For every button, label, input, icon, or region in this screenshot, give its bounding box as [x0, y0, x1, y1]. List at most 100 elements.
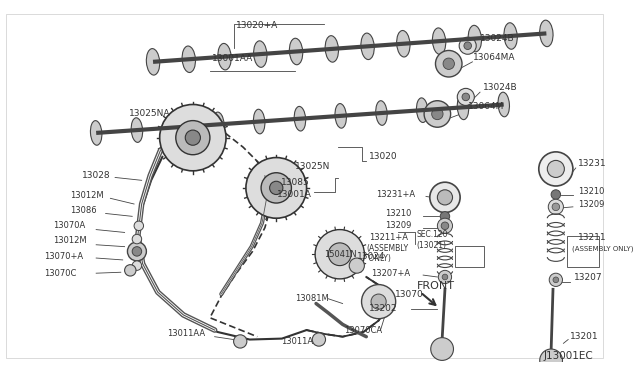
Text: 13020+A: 13020+A [236, 21, 278, 30]
Ellipse shape [504, 23, 517, 49]
Text: (ASSEMBLY: (ASSEMBLY [366, 244, 408, 253]
Ellipse shape [90, 121, 102, 145]
Circle shape [442, 274, 448, 280]
Circle shape [440, 212, 450, 221]
Circle shape [431, 338, 454, 360]
Text: J13001EC: J13001EC [543, 351, 593, 360]
Circle shape [464, 42, 472, 49]
Circle shape [549, 273, 563, 286]
Text: 13081M: 13081M [295, 294, 329, 303]
Circle shape [441, 222, 449, 230]
Circle shape [127, 242, 147, 261]
Circle shape [261, 173, 291, 203]
Text: 13024B: 13024B [480, 33, 515, 43]
Ellipse shape [457, 95, 468, 120]
Ellipse shape [289, 38, 303, 65]
Text: 13211: 13211 [578, 232, 606, 242]
Circle shape [462, 93, 470, 101]
Circle shape [437, 190, 452, 205]
Text: 13231: 13231 [578, 159, 606, 168]
Ellipse shape [417, 98, 428, 122]
Text: 13011AA: 13011AA [167, 329, 205, 339]
Ellipse shape [361, 33, 374, 60]
Text: 13070CA: 13070CA [344, 326, 383, 334]
Text: 13070: 13070 [395, 289, 424, 299]
Text: 13086: 13086 [70, 206, 96, 215]
Circle shape [132, 261, 141, 270]
Circle shape [457, 89, 474, 105]
Circle shape [424, 101, 451, 127]
Circle shape [459, 37, 476, 54]
Circle shape [437, 218, 452, 233]
Ellipse shape [212, 112, 224, 137]
Text: 13070C: 13070C [44, 269, 76, 278]
Ellipse shape [468, 25, 481, 52]
Text: 13064MA: 13064MA [474, 52, 516, 62]
Circle shape [371, 294, 386, 309]
Circle shape [430, 182, 460, 212]
Circle shape [539, 152, 573, 186]
Text: 13024: 13024 [357, 251, 385, 261]
Circle shape [234, 335, 247, 348]
Text: 13011A: 13011A [281, 337, 313, 346]
Circle shape [443, 58, 454, 70]
Text: 13001AA: 13001AA [212, 54, 253, 63]
Text: 13012M: 13012M [70, 191, 103, 200]
Text: 13211+A: 13211+A [369, 232, 408, 242]
Text: 13028: 13028 [82, 171, 111, 180]
Circle shape [269, 181, 283, 195]
Text: 15041N: 15041N [324, 250, 356, 259]
Ellipse shape [131, 118, 143, 142]
Text: 13209: 13209 [578, 199, 604, 209]
Text: 13202: 13202 [369, 304, 397, 313]
Circle shape [328, 243, 351, 266]
Text: 13064M: 13064M [468, 102, 504, 111]
Text: 13209: 13209 [385, 221, 412, 230]
Text: ONLY): ONLY) [366, 254, 391, 263]
Circle shape [134, 221, 143, 231]
Circle shape [438, 270, 452, 283]
Ellipse shape [376, 101, 387, 125]
Ellipse shape [335, 103, 346, 128]
Circle shape [553, 277, 559, 283]
Ellipse shape [172, 115, 184, 140]
Circle shape [551, 190, 561, 199]
Circle shape [362, 285, 396, 319]
Text: 13210: 13210 [578, 187, 604, 196]
Text: (13021): (13021) [417, 241, 447, 250]
Circle shape [159, 105, 226, 171]
Circle shape [125, 264, 136, 276]
Text: (ASSEMBLY ONLY): (ASSEMBLY ONLY) [572, 245, 634, 252]
Text: SEC.120: SEC.120 [417, 230, 448, 239]
Ellipse shape [147, 49, 160, 75]
Circle shape [246, 158, 307, 218]
Circle shape [435, 51, 462, 77]
Circle shape [176, 121, 210, 155]
Ellipse shape [325, 36, 339, 62]
Circle shape [432, 108, 443, 120]
Text: 13070+A: 13070+A [44, 251, 83, 261]
Text: 13025NA: 13025NA [129, 109, 171, 118]
Text: FRONT: FRONT [417, 282, 454, 292]
Ellipse shape [218, 44, 231, 70]
Text: 13085: 13085 [281, 178, 310, 187]
Ellipse shape [433, 28, 446, 54]
Ellipse shape [253, 41, 267, 67]
Circle shape [312, 333, 326, 346]
Text: 13070A: 13070A [54, 221, 86, 230]
Text: 13210: 13210 [385, 209, 412, 218]
Ellipse shape [498, 92, 509, 117]
Ellipse shape [397, 31, 410, 57]
Circle shape [552, 203, 559, 211]
Text: 13020: 13020 [369, 152, 397, 161]
Circle shape [349, 258, 364, 273]
Circle shape [547, 160, 564, 177]
Circle shape [132, 247, 141, 256]
Text: 13024B: 13024B [483, 83, 518, 92]
Circle shape [315, 230, 364, 279]
Text: 13001A: 13001A [277, 190, 312, 199]
FancyBboxPatch shape [567, 236, 600, 267]
Circle shape [548, 199, 563, 214]
Text: 13207+A: 13207+A [371, 269, 410, 278]
Text: 13012M: 13012M [54, 237, 87, 246]
